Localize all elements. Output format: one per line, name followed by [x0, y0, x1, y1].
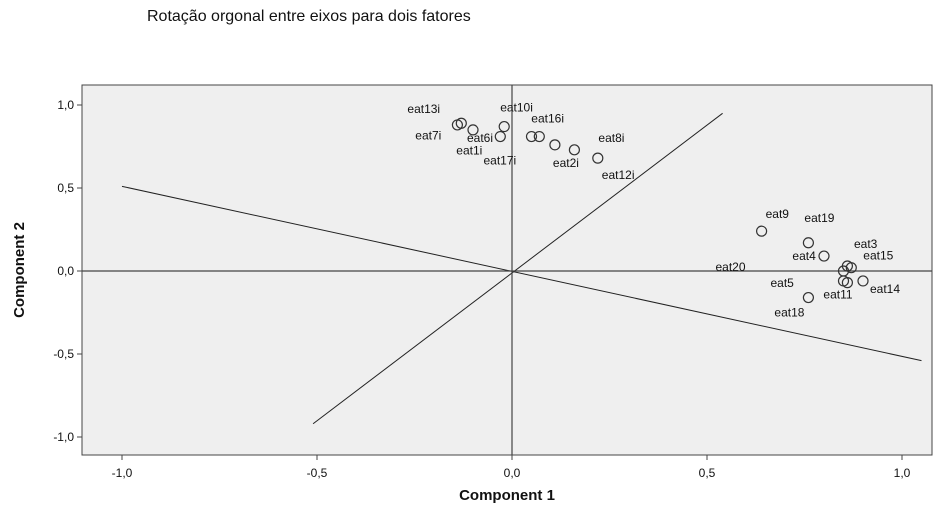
- x-tick-label: 0,5: [699, 466, 716, 480]
- point-label-eat1i: eat1i: [456, 144, 482, 158]
- x-tick-label: 1,0: [894, 466, 911, 480]
- data-point-eat10i: [498, 120, 510, 133]
- y-axis-title: Component 2: [11, 222, 28, 318]
- rotation-lines: [121, 112, 922, 425]
- point-label-eat20: eat20: [716, 260, 746, 274]
- x-tick-label: -1,0: [112, 466, 133, 480]
- y-tick-label: 1,0: [57, 98, 74, 112]
- point-label-eat6i: eat6i: [467, 131, 493, 145]
- point-label-eat9: eat9: [766, 207, 790, 221]
- point-label-eat5: eat5: [771, 276, 795, 290]
- rotation-line: [121, 185, 922, 362]
- point-label-eat8i: eat8i: [598, 131, 624, 145]
- data-point-eat15: [845, 262, 857, 274]
- data-point-eat1i: [494, 130, 506, 143]
- data-point-eat11: [841, 277, 854, 289]
- point-label-eat13i: eat13i: [407, 102, 440, 116]
- data-point-eat19: [802, 237, 815, 249]
- x-tick-label: -0,5: [307, 466, 328, 480]
- data-point-eat2i: [549, 139, 561, 151]
- y-tick-label: -1,0: [53, 430, 74, 444]
- point-label-eat11: eat11: [823, 288, 852, 302]
- data-point-eat16i: [533, 130, 545, 143]
- point-label-eat12i: eat12i: [602, 168, 635, 182]
- y-tick-label: -0,5: [53, 347, 74, 361]
- point-label-eat17i: eat17i: [484, 154, 517, 168]
- point-label-eat18: eat18: [774, 306, 804, 320]
- data-point-eat6i: [467, 124, 479, 136]
- data-point-eat9: [755, 225, 768, 237]
- point-label-eat10i: eat10i: [500, 101, 533, 115]
- x-axis-title: Component 1: [459, 487, 555, 504]
- point-label-eat7i: eat7i: [415, 128, 441, 142]
- data-point-eat18: [802, 291, 815, 304]
- chart-title: Rotação orgonal entre eixos para dois fa…: [147, 8, 471, 25]
- data-points: [451, 117, 869, 304]
- zero-axes: [82, 85, 932, 455]
- x-axis-ticks: -1,0 -0,5 0,0 0,5 1,0: [112, 455, 911, 480]
- point-label-eat2i: eat2i: [553, 156, 579, 170]
- point-labels: eat13i eat10i eat7i eat6i eat16i eat1i eat8i ea…: [407, 101, 900, 320]
- data-point-eat8i: [568, 144, 581, 156]
- y-tick-label: 0,5: [57, 181, 74, 195]
- point-label-eat19: eat19: [804, 211, 834, 225]
- point-label-eat3: eat3: [854, 237, 878, 251]
- data-point-eat3: [818, 250, 830, 262]
- y-tick-label: 0,0: [57, 264, 74, 278]
- y-axis-ticks: 1,0 0,5 0,0 -0,5 -1,0: [53, 98, 82, 444]
- point-label-eat16i: eat16i: [531, 112, 564, 126]
- point-label-eat14: eat14: [870, 282, 900, 296]
- data-point-eat14: [857, 275, 869, 287]
- data-point-eat17i: [525, 130, 538, 143]
- x-tick-label: 0,0: [504, 466, 521, 480]
- point-label-eat15: eat15: [863, 249, 893, 263]
- rotation-line: [312, 112, 723, 425]
- data-point-eat12i: [592, 152, 604, 164]
- data-point-eat7i: [455, 117, 467, 129]
- point-label-eat4: eat4: [792, 249, 816, 263]
